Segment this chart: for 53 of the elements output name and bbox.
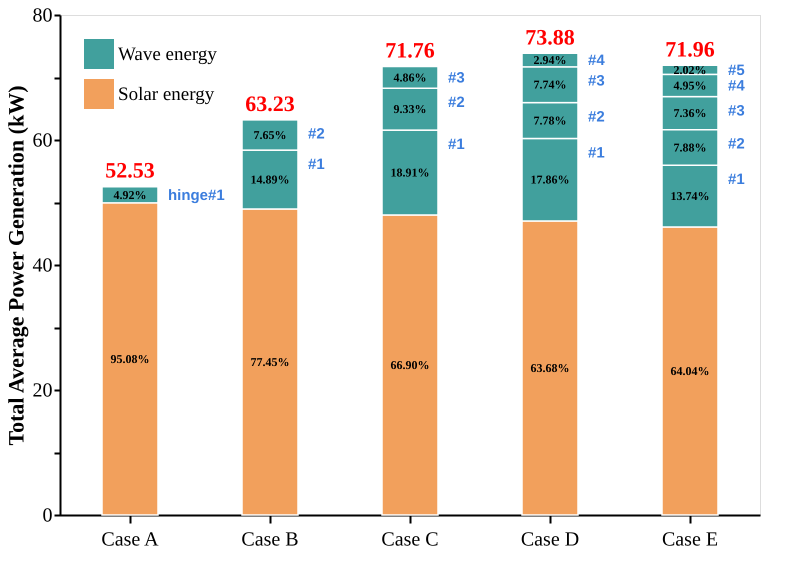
annotation: #4 bbox=[728, 78, 746, 94]
y-tick-label: 40 bbox=[32, 254, 52, 276]
x-tick-label: Case A bbox=[101, 528, 160, 550]
y-axis-title: Total Average Power Generation (kW) bbox=[4, 85, 28, 446]
total-label: 71.76 bbox=[385, 38, 435, 62]
annotation: 7.88% bbox=[674, 140, 706, 154]
total-label: 52.53 bbox=[105, 158, 155, 183]
y-tick-label: 20 bbox=[32, 380, 52, 402]
annotation: 17.86% bbox=[530, 172, 570, 187]
total-label: 71.96 bbox=[665, 36, 715, 62]
annotation: #2 bbox=[588, 108, 605, 126]
annotation: 95.08% bbox=[110, 352, 150, 366]
annotation: 7.65% bbox=[254, 128, 286, 142]
annotation: #2 bbox=[448, 94, 465, 111]
annotation: 7.78% bbox=[534, 114, 566, 128]
annotation: 7.36% bbox=[674, 106, 706, 120]
y-tick-label: 0 bbox=[42, 504, 52, 526]
annotation: #1 bbox=[448, 136, 465, 153]
legend-label: Solar energy bbox=[118, 84, 215, 105]
legend-label: Wave energy bbox=[118, 44, 218, 65]
annotation: 4.95% bbox=[674, 78, 706, 92]
annotation: hinge#1 bbox=[168, 186, 225, 204]
y-tick-label: 80 bbox=[32, 4, 52, 26]
annotation: #1 bbox=[588, 144, 605, 162]
annotation: #3 bbox=[448, 69, 465, 86]
annotation: #3 bbox=[728, 102, 745, 120]
total-label: 63.23 bbox=[245, 90, 295, 116]
annotation: #2 bbox=[308, 126, 325, 143]
annotation: #5 bbox=[728, 62, 745, 79]
annotation: 4.86% bbox=[394, 70, 426, 84]
annotation: #1 bbox=[308, 156, 325, 173]
annotation: 63.68% bbox=[530, 360, 570, 375]
annotation: 9.33% bbox=[394, 102, 426, 116]
annotation: 14.89% bbox=[250, 172, 290, 186]
annotation: 2.94% bbox=[534, 53, 566, 68]
annotation: #4 bbox=[588, 52, 606, 70]
annotation: 66.90% bbox=[390, 358, 430, 372]
annotation: 64.04% bbox=[670, 364, 710, 378]
annotation: 18.91% bbox=[390, 166, 430, 180]
x-tick-label: Case B bbox=[241, 528, 299, 550]
annotation: #3 bbox=[588, 72, 605, 90]
annotation: #1 bbox=[728, 170, 745, 188]
annotation: 7.74% bbox=[534, 78, 566, 92]
y-tick-label: 60 bbox=[32, 130, 52, 152]
annotation: #2 bbox=[728, 136, 745, 152]
x-tick-label: Case E bbox=[662, 528, 718, 550]
annotation: 4.92% bbox=[114, 188, 146, 202]
annotation: 13.74% bbox=[670, 189, 710, 204]
annotation: 2.02% bbox=[674, 62, 706, 77]
x-tick-label: Case D bbox=[520, 528, 580, 550]
x-tick-label: Case C bbox=[381, 528, 439, 550]
total-label: 73.88 bbox=[525, 24, 575, 50]
annotation: 77.45% bbox=[250, 354, 290, 369]
